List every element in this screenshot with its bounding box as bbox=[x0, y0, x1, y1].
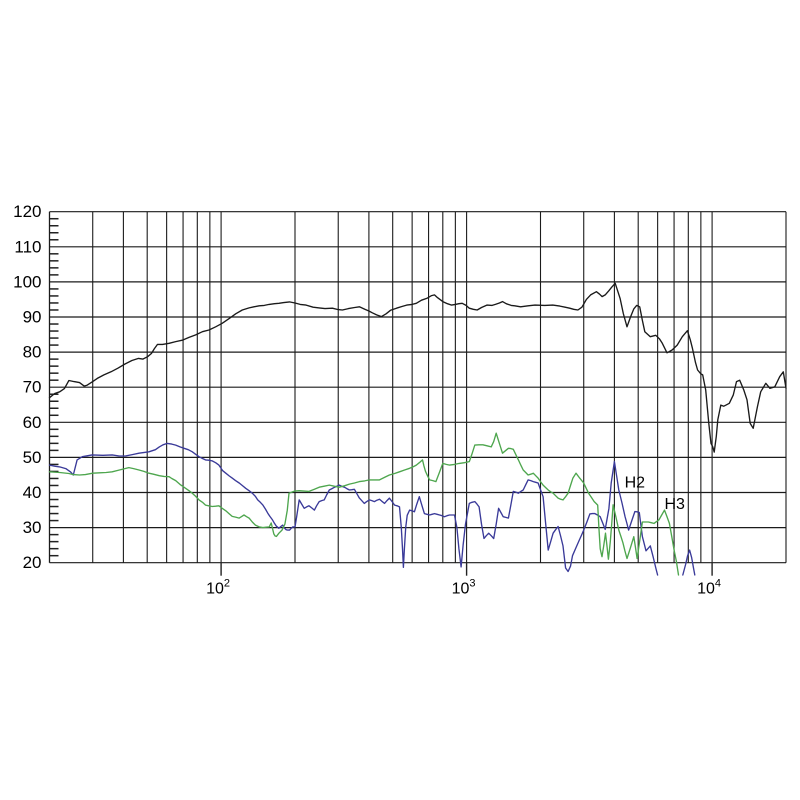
x-axis-label-1000: 103 bbox=[452, 578, 476, 598]
x-axis-label-10000: 104 bbox=[697, 578, 721, 598]
h2-distortion-curve-1 bbox=[682, 549, 696, 576]
h3-distortion-curve bbox=[48, 432, 680, 576]
y-axis-label-20: 20 bbox=[23, 553, 42, 572]
frequency-response-curve bbox=[48, 282, 787, 453]
y-axis-label-120: 120 bbox=[13, 202, 41, 221]
y-axis-label-90: 90 bbox=[23, 308, 42, 327]
y-axis-label-100: 100 bbox=[13, 272, 41, 291]
y-axis-label-50: 50 bbox=[23, 448, 42, 467]
h2-distortion-curve bbox=[48, 442, 659, 576]
y-axis-label-70: 70 bbox=[23, 378, 42, 397]
y-axis-label-80: 80 bbox=[23, 343, 42, 362]
annotation-h3: H3 bbox=[665, 496, 686, 513]
annotation-h2: H2 bbox=[625, 475, 646, 492]
y-axis-label-60: 60 bbox=[23, 413, 42, 432]
y-axis-label-30: 30 bbox=[23, 518, 42, 537]
y-axis-label-110: 110 bbox=[14, 237, 41, 256]
y-axis-label-40: 40 bbox=[23, 483, 42, 502]
x-axis-label-100: 102 bbox=[206, 578, 230, 598]
